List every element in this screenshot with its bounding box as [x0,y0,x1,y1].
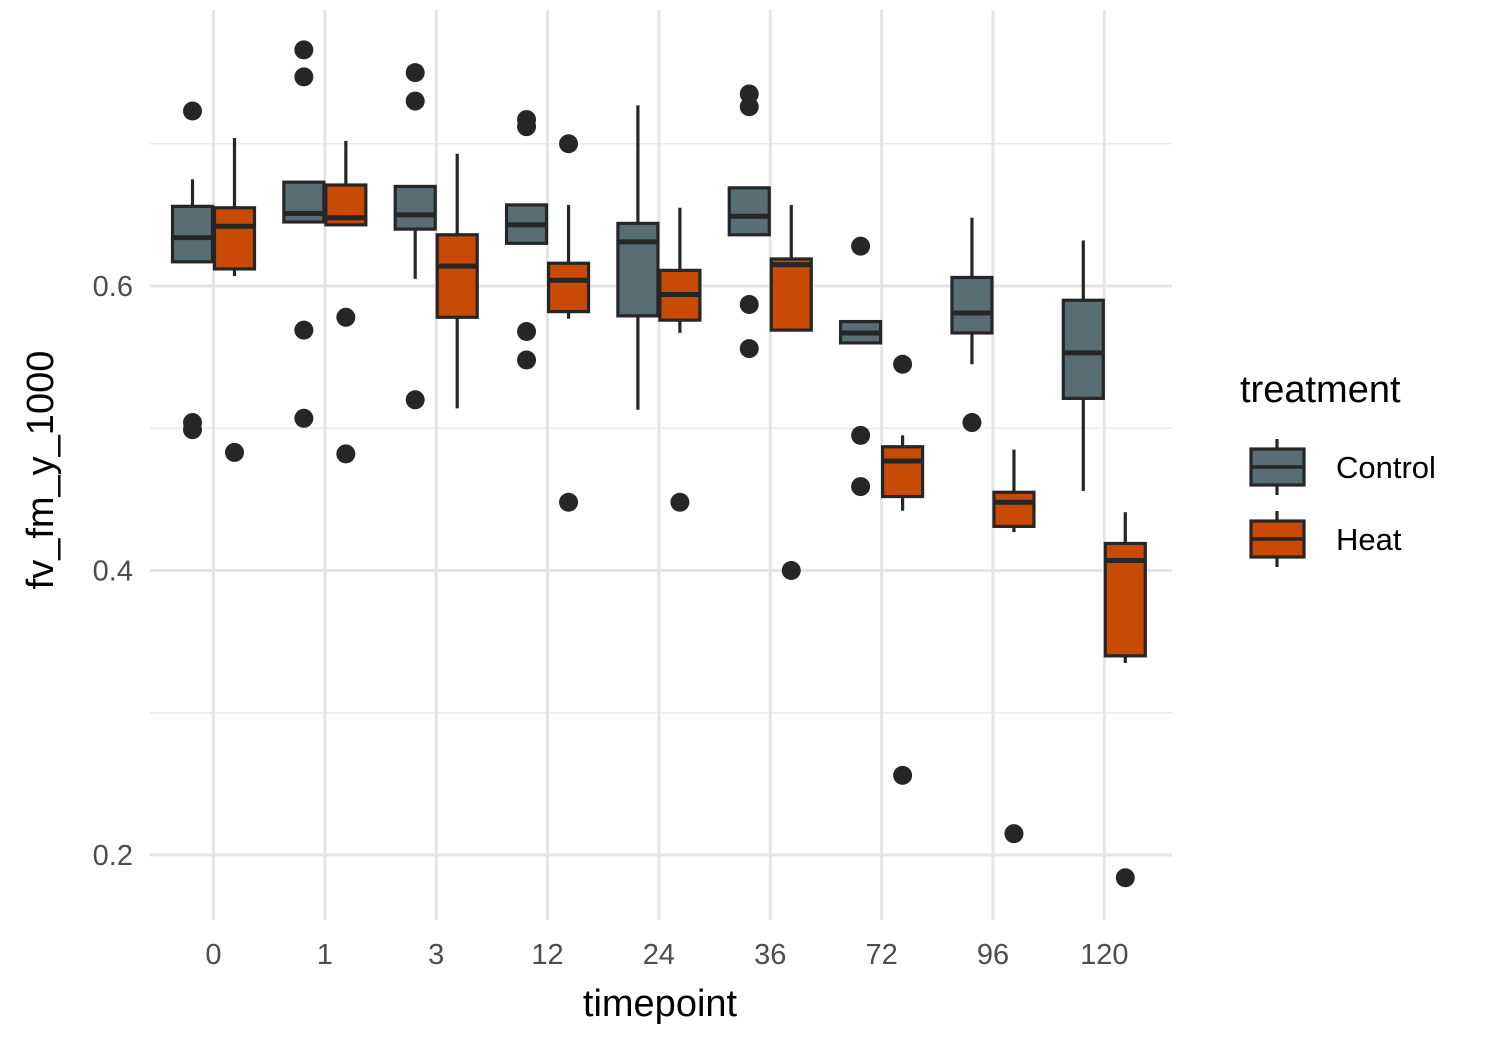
outlier-point [517,350,537,370]
legend: treatment Control Heat [1240,369,1436,567]
x-tick-label: 1 [317,939,333,971]
outlier-point [739,294,759,314]
outlier-point [739,339,759,359]
box-control-0 [170,101,215,440]
box-body [992,490,1036,529]
box-heat-0 [212,138,257,462]
legend-label: Control [1336,450,1436,485]
outlier-point [336,307,356,327]
outlier-point [225,442,244,462]
box-control-96 [950,217,994,433]
box-heat-120 [1103,512,1147,888]
box-control-1 [282,40,326,428]
outlier-point [294,67,314,87]
box-body [769,257,813,332]
outlier-point [1115,868,1135,888]
box-body [393,184,437,231]
box-body [1061,298,1105,400]
outlier-point [962,413,982,433]
box-heat-36 [769,204,813,580]
outlier-point [781,561,801,580]
x-tick-label: 12 [531,939,563,971]
box-heat-24 [658,207,702,512]
box-body [727,186,771,237]
box-control-24 [616,105,660,410]
legend-item-heat: Heat [1249,511,1402,567]
box-heat-1 [324,140,368,464]
box-body [880,445,925,499]
outlier-point [851,425,871,445]
outlier-point [1004,824,1024,844]
box-body [435,233,479,319]
y-axis-title: fv_fm_y_1000 [20,351,62,590]
box-body [950,275,994,335]
box-control-72 [838,236,883,497]
legend-label: Heat [1336,522,1402,557]
x-tick-label: 72 [865,939,897,971]
outlier-point [893,765,913,785]
outlier-point [851,477,871,497]
x-tick-label: 96 [977,939,1009,971]
outlier-point [851,236,871,256]
outlier-point [294,40,314,60]
box-heat-12 [546,134,591,512]
x-tick-label: 0 [205,939,221,971]
outlier-point [405,91,425,111]
box-body [170,204,215,264]
x-tick-label: 3 [428,939,444,971]
box-control-12 [504,110,549,370]
y-tick-label: 0.4 [93,556,133,588]
box-control-3 [393,63,437,410]
y-axis-tick-labels: 0.2 0.4 0.6 [93,271,133,872]
outlier-point [517,322,537,342]
outlier-point [517,117,537,137]
legend-item-control: Control [1249,439,1436,495]
y-tick-label: 0.2 [93,840,133,872]
box-body [282,180,326,224]
box-heat-72 [880,354,925,785]
x-tick-label: 36 [754,939,786,971]
outlier-point [183,101,202,121]
outlier-point [183,420,202,440]
outlier-point [670,492,690,512]
box-heat-3 [435,153,479,409]
outlier-point [739,97,759,117]
box-control-120 [1061,240,1105,491]
box-heat-96 [992,449,1036,844]
legend-title: treatment [1240,369,1401,411]
x-tick-label: 24 [643,939,675,971]
plot-marks [170,40,1147,888]
outlier-point [405,63,425,83]
box-body [546,261,591,314]
x-tick-label: 120 [1080,939,1128,971]
box-body [616,221,660,318]
x-axis-tick-labels: 0 1 3 12 24 36 72 96 120 [205,939,1128,971]
outlier-point [294,320,314,340]
outlier-point [405,390,425,410]
box-control-36 [727,84,771,359]
outlier-point [294,408,314,428]
outlier-point [336,444,356,464]
x-axis-title: timepoint [583,983,738,1025]
outlier-point [893,354,913,374]
grid-lines [150,10,1172,920]
outlier-point [559,492,579,512]
y-tick-label: 0.6 [93,271,133,303]
outlier-point [559,134,579,154]
box-body [212,206,257,271]
